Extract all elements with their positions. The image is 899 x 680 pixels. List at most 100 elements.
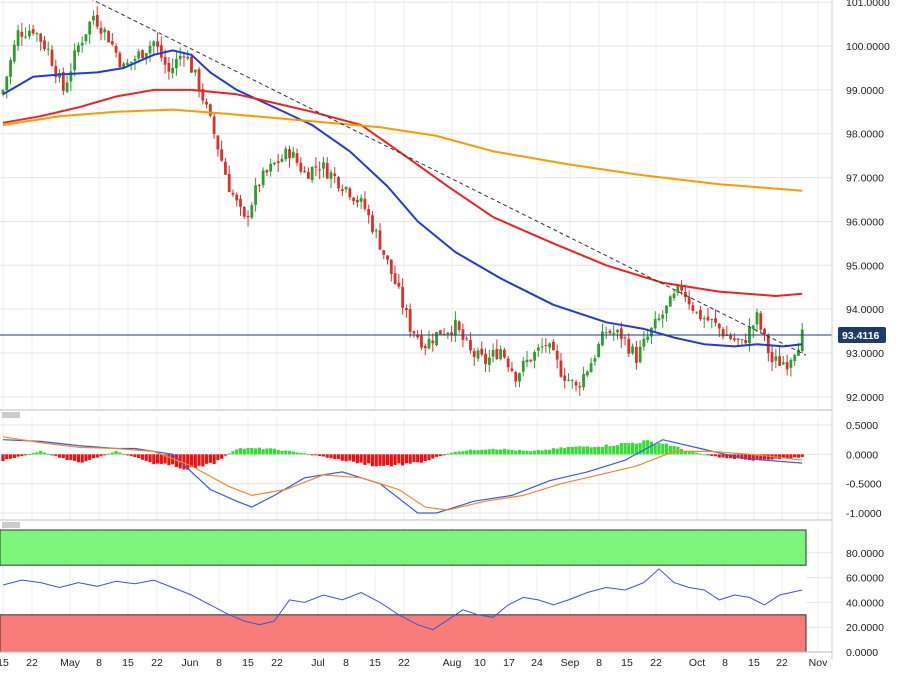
candle-body (242, 207, 246, 217)
macd-histogram-bar (167, 454, 171, 466)
candle-body (416, 334, 420, 338)
macd-histogram-bar (8, 454, 13, 459)
trendline (91, 0, 807, 356)
candlestick (39, 33, 43, 51)
candle-body (487, 357, 491, 365)
candlestick (178, 47, 182, 67)
candle-body (99, 27, 103, 34)
macd-histogram-bar (585, 446, 589, 455)
candle-body (201, 88, 205, 101)
candlestick (408, 303, 412, 338)
candlestick (770, 346, 774, 372)
macd-histogram-bar (604, 444, 608, 455)
candlestick (159, 36, 163, 62)
candlestick (24, 27, 28, 39)
candle-body (800, 329, 804, 352)
macd-histogram-bar (548, 449, 552, 455)
candle-body (54, 66, 58, 78)
candle-body (725, 334, 729, 336)
macd-histogram-bar (608, 446, 612, 455)
candle-body (612, 333, 616, 335)
candlestick (103, 27, 107, 41)
candlestick (314, 157, 318, 177)
candlestick (167, 56, 171, 80)
last-price-badge (838, 326, 886, 343)
candlestick (389, 259, 393, 282)
candlestick (250, 202, 254, 220)
macd-histogram-bar (159, 454, 163, 464)
macd-histogram-bar (401, 454, 405, 466)
macd-histogram-bar (95, 454, 99, 458)
macd-histogram-bar (751, 454, 755, 461)
candlestick (148, 40, 152, 63)
candlestick (661, 310, 665, 328)
candle-body (491, 350, 495, 357)
candlestick (800, 323, 804, 354)
macd-histogram-bar (619, 443, 623, 455)
candlestick (224, 157, 227, 175)
candle-body (570, 380, 574, 382)
candlestick (729, 332, 733, 341)
macd-histogram-bar (661, 443, 665, 455)
candlestick (778, 346, 782, 367)
macd-histogram-bar (766, 454, 770, 460)
candle-body (503, 349, 506, 358)
macd-histogram-bar (446, 453, 450, 455)
candlestick (401, 278, 405, 315)
macd-histogram-bar (702, 454, 706, 456)
candle-body (110, 41, 114, 45)
candlestick (570, 378, 574, 389)
macd-histogram-bar (344, 454, 348, 462)
candle-body (250, 205, 254, 218)
candle-body (103, 29, 107, 33)
candle-body (646, 336, 650, 340)
time-axis-tick-label: 8 (596, 657, 602, 669)
candle-body (438, 330, 442, 335)
candle-body (73, 50, 77, 71)
candle-body (529, 359, 533, 362)
candle-body (314, 166, 318, 168)
macd-histogram-bar (397, 454, 401, 464)
candlestick (593, 354, 597, 366)
candle-body (159, 45, 163, 58)
candle-body (208, 104, 212, 116)
candle-body (175, 59, 178, 69)
candlestick (404, 304, 408, 318)
candlestick (152, 40, 156, 55)
macd-histogram-bar (563, 448, 567, 455)
candle-body (710, 319, 714, 321)
candle-body (61, 71, 65, 91)
candlestick (80, 36, 84, 53)
candle-body (653, 319, 657, 329)
candle-body (427, 338, 431, 349)
panel-resize-handle[interactable] (2, 522, 20, 528)
candlestick (672, 289, 676, 301)
candle-body (382, 250, 386, 255)
time-axis-tick-label: 15 (748, 657, 760, 669)
panel-resize-handle[interactable] (2, 412, 20, 418)
candlestick (397, 273, 401, 289)
candlestick (239, 195, 242, 216)
candle-body (227, 173, 231, 193)
candle-body (601, 331, 604, 346)
candle-body (88, 21, 92, 35)
macd-histogram-bar (800, 454, 804, 457)
candlestick (141, 49, 144, 59)
candlestick (725, 325, 729, 336)
macd-histogram-bar (649, 441, 654, 455)
candlestick (695, 311, 699, 315)
candlestick (653, 311, 657, 333)
macd-histogram-bar (155, 454, 160, 464)
macd-histogram-bar (668, 445, 672, 455)
macd-histogram-bar (389, 454, 393, 467)
macd-histogram-bar (412, 454, 416, 463)
macd-histogram-bar (532, 450, 537, 455)
candle-body (329, 172, 333, 179)
rsi-axis-tick-label: 20.0000 (846, 622, 884, 634)
macd-histogram-bar (284, 450, 288, 455)
candlestick (352, 196, 356, 206)
macd-histogram-bar (453, 451, 457, 455)
candle-body (284, 148, 288, 160)
candlestick (269, 158, 273, 177)
time-axis-tick-label: 22 (26, 657, 38, 669)
